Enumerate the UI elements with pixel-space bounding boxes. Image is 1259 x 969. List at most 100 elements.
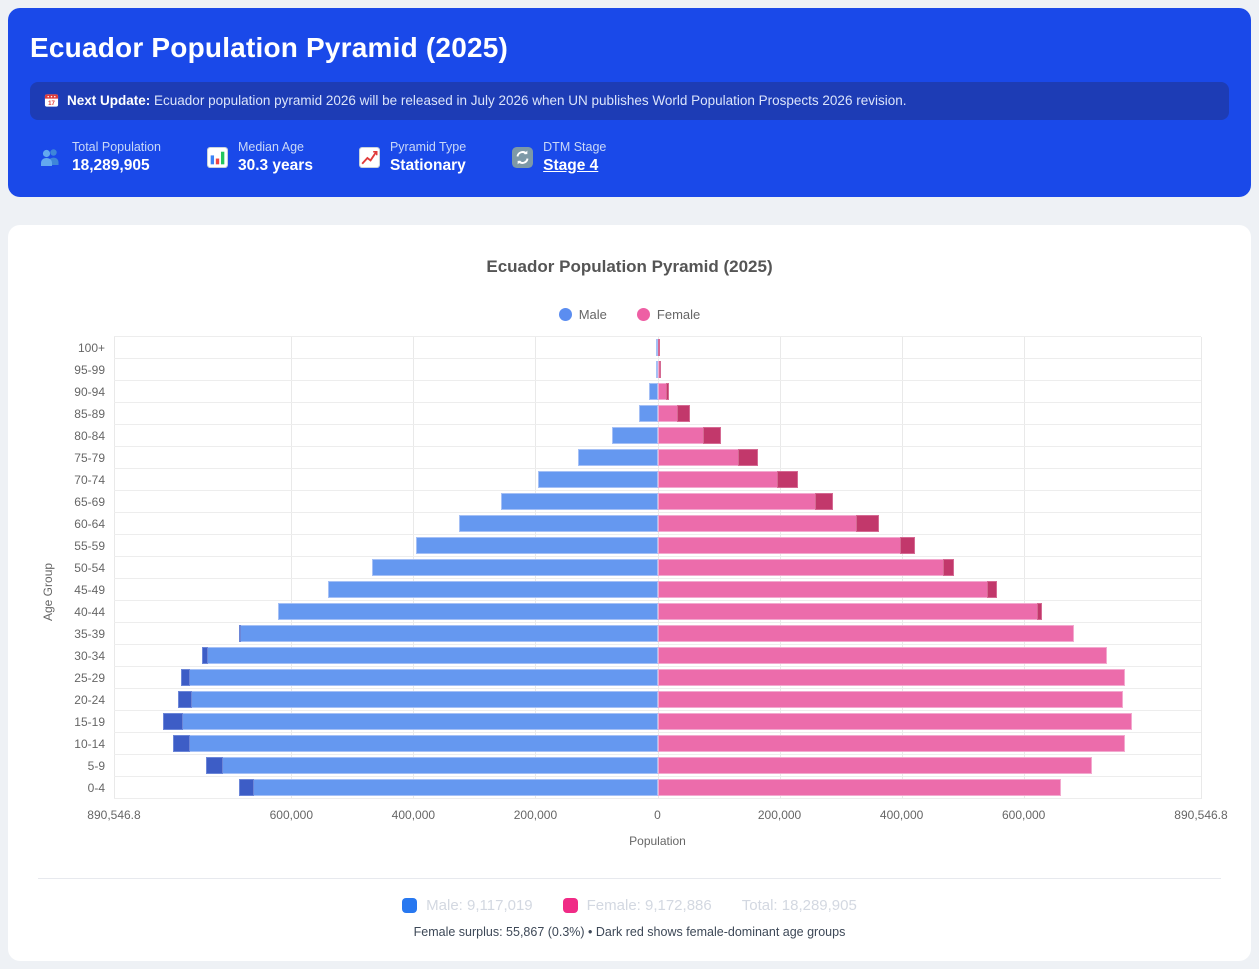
y-axis-title: Age Group [41, 562, 55, 621]
dtm-stage-link[interactable]: Stage 4 [543, 156, 599, 174]
stat-total-population: Total Population 18,289,905 [38, 140, 161, 175]
female-bar[interactable] [657, 712, 1132, 730]
stat-value: 18,289,905 [72, 156, 150, 174]
summary-total-label: Total: 18,289,905 [741, 896, 857, 914]
legend-label: Male [578, 306, 607, 322]
female-bar[interactable] [657, 668, 1125, 686]
female-bar[interactable] [657, 602, 1042, 620]
female-bar[interactable] [657, 690, 1123, 708]
male-bar[interactable] [163, 712, 658, 730]
x-tick-label: 600,000 [1001, 807, 1046, 822]
male-bar[interactable] [500, 492, 658, 510]
female-bar[interactable] [657, 734, 1125, 752]
female-bar[interactable] [657, 646, 1108, 664]
chart-title: Ecuador Population Pyramid (2025) [486, 256, 773, 276]
male-surplus-cap [202, 646, 208, 664]
male-surplus-cap [206, 756, 223, 774]
pyramid-row [114, 403, 1201, 425]
age-tick-label: 30-34 [74, 648, 105, 663]
male-surplus-cap [239, 778, 254, 796]
male-bar[interactable] [278, 602, 658, 620]
female-bar[interactable] [657, 756, 1093, 774]
plot-column: 890,546.8 600,000 400,000 200,000 0 200,000 40… [87, 335, 1228, 848]
male-bar[interactable] [371, 558, 658, 576]
female-bar[interactable] [657, 448, 758, 466]
age-tick-label: 35-39 [74, 626, 105, 641]
x-tick-label: 890,546.8 [87, 807, 141, 822]
male-bar[interactable] [239, 778, 658, 796]
pyramid-row [114, 667, 1201, 689]
male-bar[interactable] [655, 360, 658, 378]
female-bar[interactable] [657, 382, 670, 400]
banner-text: Next Update: Ecuador population pyramid … [67, 92, 906, 110]
male-legend-dot [558, 307, 572, 321]
male-bar[interactable] [655, 338, 658, 356]
female-bar[interactable] [657, 426, 721, 444]
x-tick-label: 400,000 [391, 807, 436, 822]
next-update-banner: 17 Next Update: Ecuador population pyram… [30, 82, 1229, 120]
x-tick-label: 200,000 [757, 807, 802, 822]
pyramid-row [114, 601, 1201, 623]
female-bar[interactable] [657, 778, 1062, 796]
female-bar[interactable] [657, 536, 915, 554]
male-bar[interactable] [178, 690, 658, 708]
stat-pyramid-type: Pyramid Type Stationary [358, 140, 466, 175]
female-bar[interactable] [657, 558, 954, 576]
gridline [114, 336, 115, 799]
surplus-note: Female surplus: 55,867 (0.3%) • Dark red… [413, 924, 846, 939]
female-bar[interactable] [657, 492, 834, 510]
bar-chart-icon [206, 146, 228, 168]
pyramid-row [114, 491, 1201, 513]
male-bar[interactable] [206, 756, 658, 774]
x-tick-label: 0 [654, 807, 661, 822]
stat-label: Median Age [237, 139, 304, 154]
age-tick-label: 15-19 [74, 714, 105, 729]
female-bar[interactable] [657, 338, 660, 356]
page-title: Ecuador Population Pyramid (2025) [30, 32, 509, 63]
age-tick-label: 95-99 [74, 362, 105, 377]
female-bar[interactable] [657, 624, 1074, 642]
pyramid-row [114, 557, 1201, 579]
age-tick-label: 10-14 [74, 736, 105, 751]
age-tick-label: 20-24 [74, 692, 105, 707]
female-surplus-cap [777, 470, 798, 488]
x-tick-label: 400,000 [879, 807, 924, 822]
female-bar[interactable] [657, 580, 997, 598]
male-surplus-cap [181, 668, 191, 686]
female-surplus-cap [703, 426, 721, 444]
summary-row: Male: 9,117,019 Female: 9,172,886 Total:… [38, 897, 1221, 914]
legend-item-male[interactable]: Male [558, 306, 607, 322]
female-surplus-cap [986, 580, 997, 598]
female-surplus-cap [855, 514, 880, 532]
age-tick-label: 90-94 [74, 384, 105, 399]
male-bar[interactable] [639, 404, 658, 422]
people-icon [38, 145, 62, 169]
male-bar[interactable] [202, 646, 658, 664]
male-bar[interactable] [239, 624, 658, 642]
gridline [291, 336, 293, 799]
male-bar[interactable] [415, 536, 658, 554]
male-bar[interactable] [577, 448, 658, 466]
stat-label: DTM Stage [543, 139, 607, 154]
male-bar[interactable] [328, 580, 658, 598]
male-bar[interactable] [649, 382, 658, 400]
female-surplus-cap [1036, 602, 1042, 620]
age-tick-label: 0-4 [87, 780, 105, 795]
divider [38, 877, 1221, 879]
summary-female-label: Female: 9,172,886 [586, 896, 712, 914]
age-tick-label: 5-9 [87, 758, 105, 773]
gridline [1201, 336, 1202, 799]
female-bar[interactable] [657, 470, 798, 488]
female-bar[interactable] [657, 360, 661, 378]
male-bar[interactable] [459, 514, 658, 532]
male-bar[interactable] [538, 470, 658, 488]
legend-item-female[interactable]: Female [636, 307, 700, 322]
female-bar[interactable] [657, 514, 880, 532]
age-labels: 100+ 95-99 90-94 85-89 80-84 75-79 70-74 65-69 6… [58, 336, 114, 848]
female-bar[interactable] [657, 404, 690, 422]
pyramid-row [114, 755, 1201, 777]
male-bar[interactable] [173, 734, 658, 752]
male-bar[interactable] [612, 426, 658, 444]
male-bar[interactable] [181, 668, 658, 686]
